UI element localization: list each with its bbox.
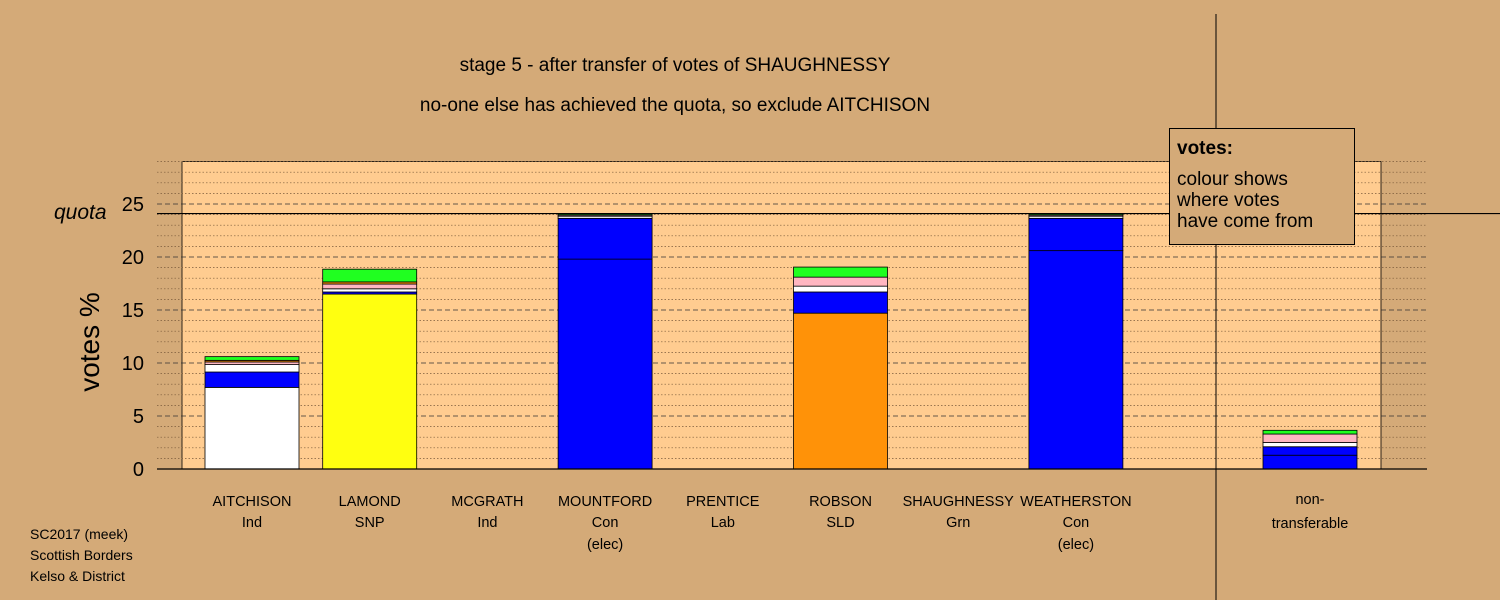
y-tick-label: 20	[122, 247, 144, 269]
candidate-status: (elec)	[1058, 537, 1094, 553]
y-tick-label: 5	[133, 406, 144, 428]
y-axis-label: votes %	[74, 292, 105, 392]
candidate-name: PRENTICE	[686, 494, 760, 510]
bar-segment-nontransferable	[1262, 429, 1358, 435]
candidate-name: LAMOND	[339, 494, 401, 510]
candidate-name: WEATHERSTON	[1020, 494, 1131, 510]
footer-line-council: Scottish Borders	[30, 547, 133, 563]
y-tick-label: 25	[122, 194, 144, 216]
bar-segment-nontransferable	[1262, 442, 1358, 448]
footer: SC2017 (meek) Scottish Borders Kelso & D…	[30, 524, 133, 587]
bar-segment-aitchison	[204, 371, 300, 388]
legend-title: votes:	[1177, 138, 1233, 159]
candidate-party: Grn	[946, 515, 970, 531]
candidate-name: MCGRATH	[451, 494, 523, 510]
bar-segment-robson	[793, 285, 888, 293]
bar-segment-mountford	[557, 213, 653, 216]
bar-segment-weatherston	[1028, 217, 1124, 252]
bar-segment-robson	[793, 312, 888, 470]
bar-segment-aitchison	[204, 356, 300, 361]
bar-segment-robson	[793, 291, 888, 314]
legend: votes: colour shows where votes have com…	[1169, 128, 1355, 245]
bar-segment-lamond	[322, 293, 418, 470]
candidate-party: Ind	[477, 515, 497, 531]
bar-segment-robson	[793, 276, 888, 287]
y-tick-label: 10	[122, 353, 144, 375]
bar-segment-mountford	[557, 217, 653, 260]
bar-segment-lamond	[322, 288, 418, 293]
footer-line-ward: Kelso & District	[30, 568, 125, 584]
bar-segment-nontransferable	[1262, 446, 1358, 456]
bar-segment-lamond	[322, 268, 418, 283]
candidate-party: SLD	[826, 515, 854, 531]
nontransferable-label: transferable	[1272, 516, 1349, 532]
candidate-party: SNP	[355, 515, 385, 531]
bar-segment-aitchison	[204, 364, 300, 373]
y-tick-label: 15	[122, 300, 144, 322]
candidate-party: Con	[592, 515, 619, 531]
candidate-party: Ind	[242, 515, 262, 531]
nontransferable-label: non-	[1295, 492, 1324, 508]
bar-segment-nontransferable	[1262, 454, 1358, 470]
candidate-party: Con	[1063, 515, 1090, 531]
bar-segment-lamond	[322, 283, 418, 290]
bar-segment-nontransferable	[1262, 433, 1358, 443]
chart-title: stage 5 - after transfer of votes of SHA…	[459, 55, 891, 76]
bar-segment-mountford	[557, 258, 653, 470]
footer-line-method: SC2017 (meek)	[30, 526, 129, 542]
y-tick-label: 0	[133, 459, 144, 481]
candidate-status: (elec)	[587, 537, 623, 553]
candidate-name: MOUNTFORD	[558, 494, 652, 510]
bar-segment-aitchison	[204, 386, 300, 470]
candidate-name: SHAUGHNESSY	[903, 494, 1015, 510]
legend-text: colour shows where votes have come from	[1177, 169, 1314, 232]
candidate-name: AITCHISON	[213, 494, 292, 510]
candidate-party: Lab	[711, 515, 735, 531]
candidate-name: ROBSON	[809, 494, 872, 510]
bar-segment-weatherston	[1028, 250, 1124, 470]
bar-segment-weatherston	[1028, 213, 1124, 216]
bar-segment-robson	[793, 266, 888, 278]
chart-subtitle: no-one else has achieved the quota, so e…	[419, 95, 931, 116]
quota-label: quota	[54, 201, 107, 224]
